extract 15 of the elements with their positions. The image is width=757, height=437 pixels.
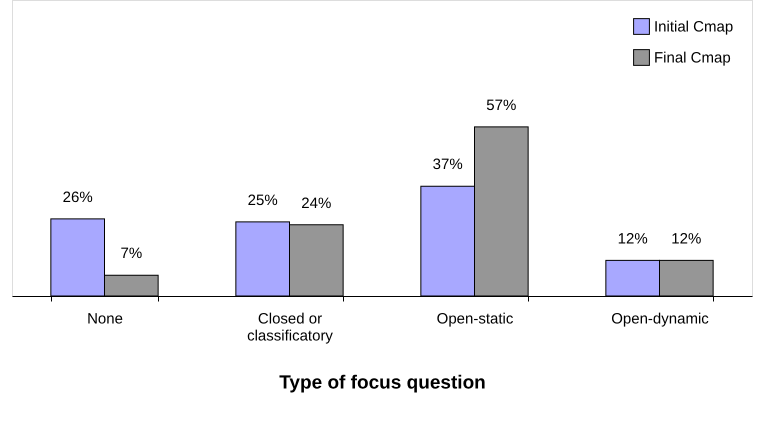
x-axis-title: Type of focus question	[279, 372, 486, 394]
data-label: 26%	[62, 188, 93, 206]
data-label: 24%	[301, 194, 332, 212]
legend-label: Initial Cmap	[654, 18, 734, 36]
data-label: 7%	[120, 245, 142, 262]
data-label: 12%	[618, 230, 648, 248]
data-label: 37%	[432, 156, 463, 174]
data-label: 57%	[486, 96, 516, 114]
x-tick-label: Open-dynamic	[611, 310, 710, 328]
x-tick-label: Open-static	[436, 310, 514, 328]
legend-label: Final Cmap	[654, 50, 731, 66]
data-label: 25%	[248, 192, 278, 209]
x-tick-label: None	[87, 310, 123, 328]
data-label: 12%	[671, 230, 702, 248]
x-tick-label: Closed or classificatory	[247, 310, 334, 344]
